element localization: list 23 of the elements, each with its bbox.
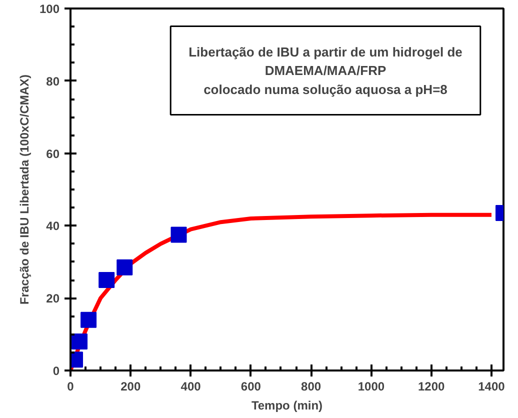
x-tick-label: 1400 <box>478 380 506 394</box>
y-tick-label: 100 <box>39 2 60 16</box>
x-tick-label: 0 <box>67 380 74 394</box>
x-axis-title: Tempo (min) <box>251 398 323 412</box>
y-tick-label: 60 <box>46 146 60 161</box>
point <box>170 226 187 243</box>
x-tick-label: 400 <box>180 380 202 394</box>
x-tick-label: 800 <box>301 380 322 394</box>
y-tick-label: 20 <box>46 292 60 306</box>
x-tick-label: 1200 <box>418 380 446 394</box>
point <box>72 334 88 350</box>
point <box>80 312 97 328</box>
y-tick-label: 40 <box>46 219 60 234</box>
annotation: Libertação de IBU a partir de um hidrogel de DMAEMA/MAA/FRP colocado numa solução aquosa a pH=8 <box>188 44 462 97</box>
y-tick-label: 80 <box>46 74 60 88</box>
y-tick-label: 0 <box>52 364 60 378</box>
x-tick-label: 600 <box>240 380 262 394</box>
line-series <box>70 212 494 370</box>
point <box>98 272 115 288</box>
y-axis-title: Fracção de IBU Libertada (100xC/CMAX) <box>17 74 32 305</box>
x-tick-label: 1000 <box>358 380 385 394</box>
x-tick-label: 200 <box>120 380 141 394</box>
point <box>116 259 133 276</box>
